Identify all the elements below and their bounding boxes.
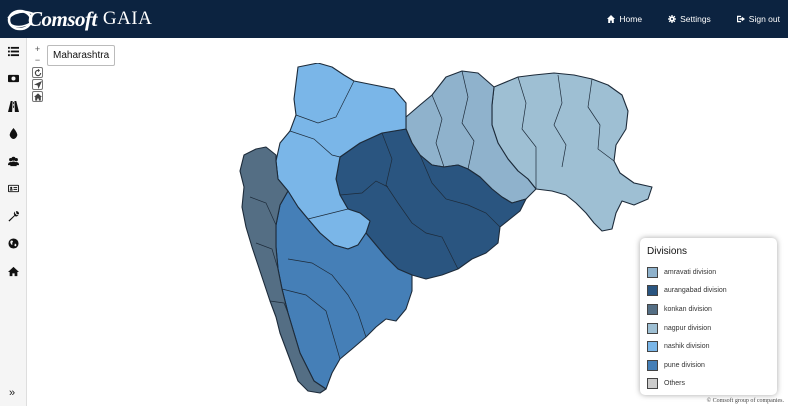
brand-name: Comsoft — [28, 6, 97, 31]
nav-home[interactable]: Home — [607, 14, 642, 24]
zoom-out-button[interactable]: − — [34, 55, 41, 65]
locate-button[interactable] — [32, 79, 43, 90]
refresh-icon — [34, 68, 41, 76]
globe-logo-icon — [7, 9, 35, 31]
sidebar-expand-chevron-icon[interactable]: » — [9, 387, 16, 399]
nav-signout[interactable]: Sign out — [736, 14, 780, 24]
legend-item-label: pune division — [664, 361, 705, 369]
sidebar-tools[interactable] — [7, 210, 20, 223]
legend-item-label: nashik division — [664, 343, 710, 351]
legend-item-label: nagpur division — [664, 324, 712, 332]
sidebar-globe[interactable] — [7, 237, 20, 250]
product-name: GAIA — [102, 8, 153, 29]
home-icon — [607, 15, 616, 23]
map-home-button[interactable] — [32, 91, 43, 102]
nav-signout-label: Sign out — [748, 14, 780, 24]
location-arrow-icon — [33, 80, 42, 89]
road-icon — [8, 101, 19, 112]
legend-item-label: aurangabad division — [664, 287, 727, 295]
list-icon — [8, 46, 19, 57]
top-navbar: Comsoft GAIA Home Settings Sign out — [0, 0, 788, 38]
left-sidebar: » — [0, 38, 27, 406]
refresh-button[interactable] — [32, 67, 43, 78]
legend-swatch — [647, 341, 658, 353]
money-icon — [8, 74, 19, 83]
legend-item-others[interactable]: Others — [647, 375, 770, 394]
divisions-legend: Divisions amravati division aurangabad d… — [640, 238, 777, 395]
sidebar-home[interactable] — [7, 265, 20, 278]
legend-item-nagpur[interactable]: nagpur division — [647, 319, 770, 338]
id-card-icon — [8, 184, 19, 193]
sidebar-id-card[interactable] — [7, 182, 20, 195]
legend-item-label: Others — [664, 380, 686, 388]
region-name-label: Maharashtra — [47, 45, 116, 66]
map-region-nashik[interactable] — [275, 63, 407, 250]
sidebar-roads[interactable] — [7, 100, 20, 113]
nav-settings-label: Settings — [680, 14, 711, 24]
division-map[interactable] — [236, 63, 656, 395]
water-drop-icon — [9, 128, 18, 139]
legend-item-label: konkan division — [664, 305, 712, 313]
wrench-icon — [8, 211, 19, 222]
legend-swatch — [647, 359, 658, 371]
sidebar-finance[interactable] — [7, 72, 20, 85]
nav-home-label: Home — [619, 14, 643, 24]
home-icon — [33, 92, 42, 101]
gear-icon — [668, 15, 677, 23]
globe-icon — [8, 238, 19, 249]
map-controls: + − — [32, 44, 43, 102]
sidebar-list[interactable] — [7, 45, 20, 58]
legend-item-aurangabad[interactable]: aurangabad division — [647, 282, 770, 301]
brand-logo[interactable]: Comsoft GAIA — [6, 6, 152, 32]
copyright-notice: © Comsoft group of companies. — [706, 398, 784, 404]
sign-out-icon — [736, 15, 745, 23]
legend-item-konkan[interactable]: konkan division — [647, 300, 770, 319]
legend-title: Divisions — [647, 246, 688, 257]
legend-swatch — [647, 285, 658, 297]
legend-item-pune[interactable]: pune division — [647, 356, 770, 375]
home-icon — [8, 266, 19, 277]
district-boundaries — [249, 70, 615, 360]
legend-swatch — [647, 266, 658, 278]
map-region-konkan[interactable] — [239, 146, 327, 394]
legend-item-label: amravati division — [664, 268, 717, 276]
legend-item-amravati[interactable]: amravati division — [647, 263, 770, 282]
legend-swatch — [647, 303, 658, 315]
users-icon — [8, 156, 19, 167]
legend-swatch — [647, 322, 658, 334]
sidebar-water[interactable] — [7, 127, 20, 140]
legend-item-nashik[interactable]: nashik division — [647, 337, 770, 356]
sidebar-users[interactable] — [7, 155, 20, 168]
zoom-in-button[interactable]: + — [34, 44, 41, 54]
nav-settings[interactable]: Settings — [668, 14, 711, 24]
top-nav-links: Home Settings Sign out — [607, 0, 780, 38]
legend-swatch — [647, 378, 658, 390]
